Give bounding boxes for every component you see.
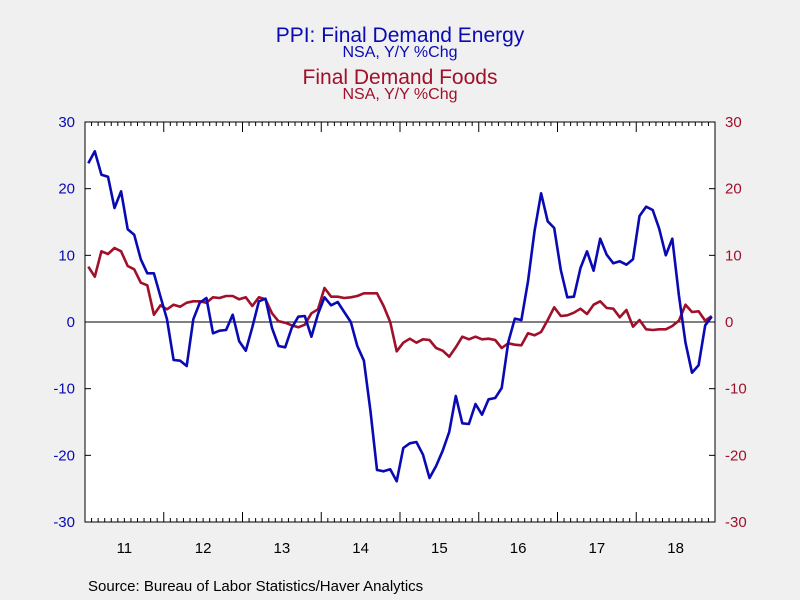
y-tick-label-right: 20 [725, 181, 742, 198]
x-tick-label: 15 [431, 540, 448, 557]
foods-series-line [87, 246, 713, 359]
y-tick-label-right: 10 [725, 247, 742, 264]
x-tick-label: 13 [274, 540, 291, 557]
y-tick-label-right: 30 [725, 114, 742, 131]
y-tick-label-right: -20 [725, 447, 747, 464]
y-tick-label-right: -30 [725, 514, 747, 531]
foods-title: Final Demand Foods [303, 66, 498, 89]
y-tick-label-right: -10 [725, 381, 747, 398]
y-tick-label-left: 10 [58, 247, 75, 264]
y-tick-label-left: -10 [53, 381, 75, 398]
x-tick-label: 17 [589, 540, 606, 557]
foods-subtitle: NSA, Y/Y %Chg [342, 86, 457, 103]
energy-title: PPI: Final Demand Energy [276, 24, 525, 47]
y-tick-label-left: 20 [58, 181, 75, 198]
source-note: Source: Bureau of Labor Statistics/Haver… [88, 578, 424, 595]
y-tick-label-right: 0 [725, 314, 733, 331]
series-layer [87, 150, 713, 483]
energy-subtitle: NSA, Y/Y %Chg [342, 44, 457, 61]
y-tick-label-left: -30 [53, 514, 75, 531]
x-tick-label: 11 [117, 540, 133, 557]
y-tick-label-left: -20 [53, 447, 75, 464]
axes-layer: 30 30 20 20 10 10 0 0 -10 -10 -20 -20 -30 -30 11 12 13 14… [53, 114, 746, 557]
energy-series-line [87, 150, 713, 483]
x-tick-label: 14 [352, 540, 369, 557]
y-tick-label-left: 0 [67, 314, 75, 331]
x-tick-label: 16 [510, 540, 527, 557]
x-tick-label: 18 [667, 540, 684, 557]
x-tick-label: 12 [195, 540, 212, 557]
y-tick-label-left: 30 [58, 114, 75, 131]
